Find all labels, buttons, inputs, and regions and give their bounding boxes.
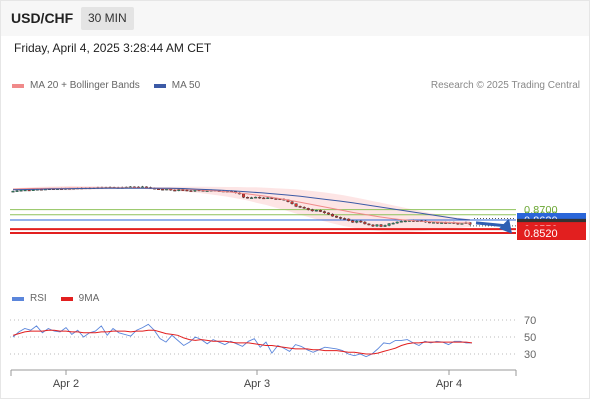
candle-body (242, 193, 246, 198)
candle-body (318, 210, 322, 212)
candle-body (185, 189, 189, 192)
candle-body (290, 201, 294, 204)
candle-body (165, 188, 169, 191)
candle-body (246, 197, 250, 199)
candle-body (432, 222, 436, 224)
candle-body (367, 223, 371, 226)
candle-body (27, 189, 31, 192)
legend-ma20: MA 20 + Bollinger Bands (30, 80, 140, 91)
candle-body (391, 222, 395, 225)
forecast-arrow-head (499, 218, 512, 234)
candle-body (294, 203, 298, 207)
candle-body (157, 188, 161, 191)
x-tick-label: Apr 4 (436, 378, 462, 390)
candle-body (343, 218, 347, 220)
ma20-swatch (12, 83, 24, 88)
ma50-swatch (153, 83, 166, 88)
symbol-title: USD/CHF (11, 10, 74, 26)
candle-body (19, 190, 23, 192)
candle-body (258, 196, 262, 199)
candle-body (314, 210, 318, 212)
candle-body (395, 221, 399, 224)
candle-body (302, 207, 306, 209)
candle-body (387, 223, 391, 226)
timeframe-button[interactable]: 30 MIN (81, 7, 134, 30)
candle-body (379, 224, 383, 227)
candle-body (298, 206, 302, 208)
candle-body (347, 218, 351, 221)
candle-body (274, 198, 278, 200)
candle-body (363, 221, 367, 225)
x-tick-label: Apr 2 (53, 378, 79, 390)
level-label-0.8520: 0.8520 (524, 228, 558, 240)
candle-body (15, 190, 19, 192)
rsi-line (12, 323, 472, 358)
candle-body (375, 224, 379, 227)
candle-body (399, 221, 403, 223)
rsi-swatch (12, 296, 24, 301)
candle-body (306, 208, 310, 210)
candle-body (173, 189, 177, 192)
candle-body (31, 189, 35, 191)
candle-body (189, 190, 193, 192)
x-tick-label: Apr 3 (244, 378, 270, 390)
candle-body (254, 196, 258, 199)
legend-main: MA 20 + Bollinger Bands MA 50 (12, 80, 200, 91)
candle-body (351, 220, 355, 223)
candle-body (403, 220, 407, 223)
candle-body (326, 212, 330, 215)
bollinger-band (13, 185, 470, 233)
legend-ma50: MA 50 (171, 80, 201, 91)
candle-body (359, 220, 363, 223)
candle-body (440, 222, 444, 224)
forecast-arrow-shaft (475, 221, 505, 228)
candle-body (460, 223, 464, 225)
candle-body (177, 189, 181, 191)
candle-body (181, 189, 185, 191)
legend-rsi-ma-label: 9MA (78, 293, 100, 304)
candle-body (339, 217, 343, 219)
ma50-line (12, 187, 471, 221)
level-tag-0.8520 (517, 226, 586, 240)
rsi-ma-line (12, 329, 473, 355)
legend-rsi-label: RSI (30, 293, 47, 304)
candle-body (330, 213, 335, 217)
candle-body (11, 190, 15, 193)
credit-label: Research © 2025 Trading Central (430, 80, 580, 91)
candle-body (322, 211, 326, 214)
legend-rsi: RSI 9MA (12, 293, 99, 304)
candle-body (23, 189, 27, 192)
candle-body (262, 197, 266, 200)
top-bar: USD/CHF 30 MIN (0, 0, 590, 36)
rsi-tick-label: 30 (524, 349, 536, 361)
candle-body (335, 215, 339, 218)
candle-body (371, 224, 375, 227)
candle-body (266, 197, 270, 199)
candle-body (193, 189, 197, 192)
candle-body (250, 197, 254, 199)
candle-body (355, 220, 359, 223)
candle-body (383, 225, 387, 227)
rsi-ma-swatch (60, 296, 73, 301)
candle-body (310, 209, 314, 212)
candle-body (161, 188, 165, 191)
datetime-label: Friday, April 4, 2025 3:28:44 AM CET (14, 41, 212, 55)
rsi-tick-label: 50 (524, 332, 536, 344)
rsi-tick-label: 70 (524, 315, 536, 327)
